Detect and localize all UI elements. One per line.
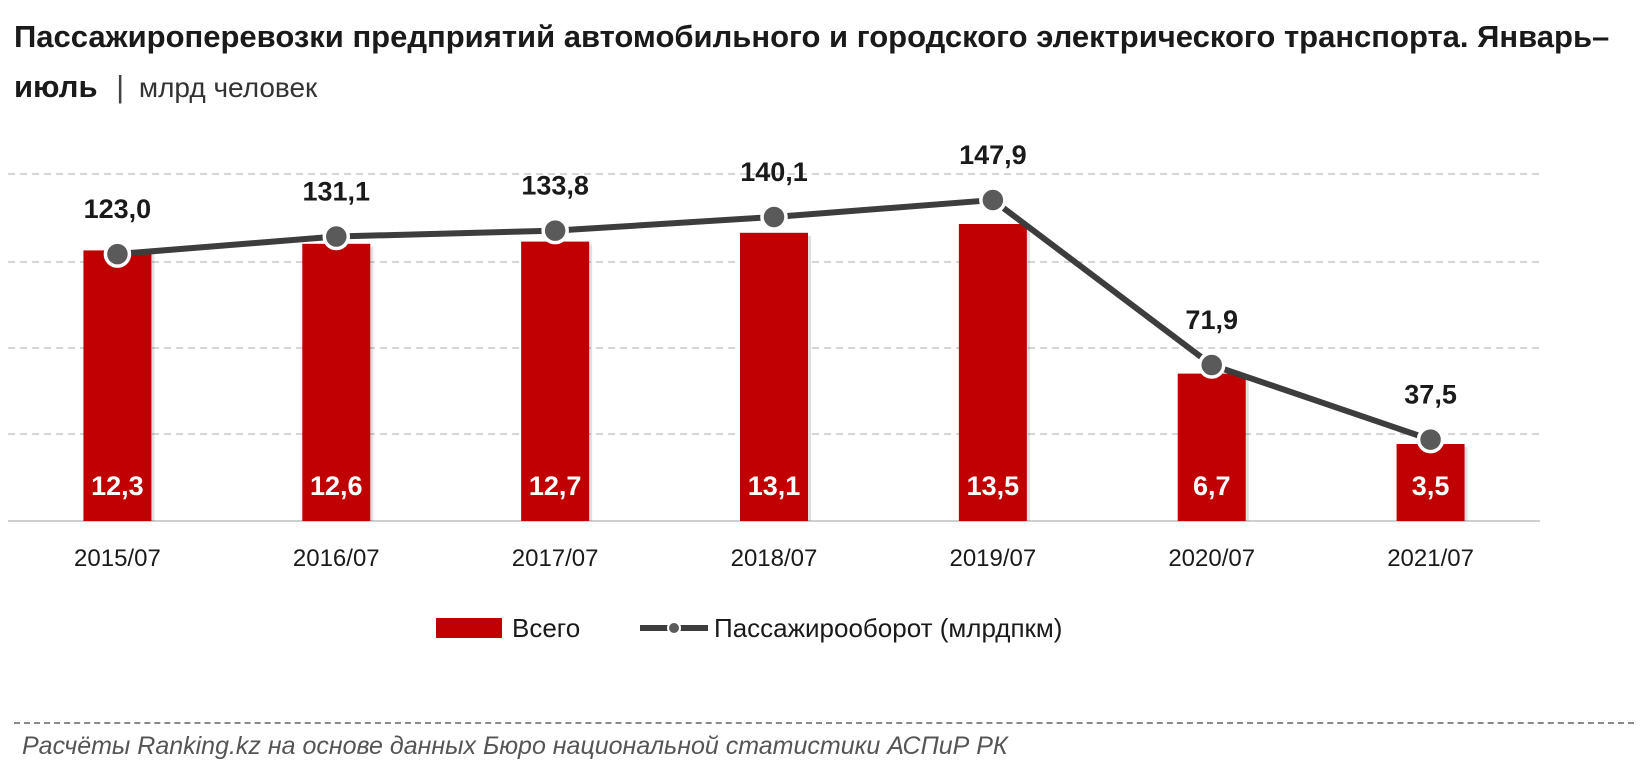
bar: [958, 224, 1027, 521]
bar: [302, 243, 371, 522]
combo-chart: 12,3 12,6 12,7 13,1 13,5 6,7 3,5 123,0 131,1 133…: [8, 140, 1540, 643]
x-tick-label: 2017/07: [512, 545, 599, 572]
line-data-label: 71,9: [1185, 305, 1238, 335]
bar-data-label: 12,7: [529, 471, 582, 501]
line-point: [1416, 425, 1445, 454]
title-separator: |: [116, 69, 125, 104]
x-tick-label: 2020/07: [1168, 545, 1255, 572]
line-point: [760, 203, 788, 231]
x-axis-ticks: 2015/07 2016/07 2017/07 2018/07 2019/07 2020/…: [74, 545, 1474, 572]
legend-bar-swatch: [436, 618, 502, 638]
bar-data-label: 12,3: [91, 471, 144, 501]
line-point: [1197, 351, 1226, 379]
bar-data-label: 3,5: [1412, 471, 1450, 501]
x-tick-label: 2019/07: [949, 545, 1036, 572]
legend-line-marker: [667, 621, 681, 635]
x-tick-label: 2021/07: [1387, 545, 1474, 572]
bar: [521, 241, 590, 521]
line-point: [103, 240, 132, 268]
line-data-label: 133,8: [521, 171, 589, 201]
bar: [1396, 444, 1465, 521]
source-note: Расчёты Ranking.kz на основе данных Бюро…: [22, 732, 1008, 760]
chart-title-main: Пассажироперевозки предприятий автомобил…: [14, 19, 1610, 104]
line-series: 123,0 131,1 133,8 140,1 147,9 71,9 37,5: [84, 140, 1457, 454]
chart-title: Пассажироперевозки предприятий автомобил…: [14, 12, 1614, 113]
x-tick-label: 2018/07: [731, 545, 818, 572]
bar: [1177, 373, 1246, 521]
legend-bar-label: Всего: [512, 613, 580, 643]
chart-unit: млрд человек: [138, 72, 318, 103]
x-tick-label: 2016/07: [293, 545, 380, 572]
line-point: [979, 186, 1007, 214]
legend: Всего Пассажирооборот (млрдпкм): [436, 613, 1062, 643]
line-point: [541, 216, 569, 245]
legend-line-label: Пассажирооборот (млрдпкм): [714, 613, 1062, 643]
bar: [83, 250, 152, 521]
x-tick-label: 2015/07: [74, 545, 161, 572]
bar-data-label: 13,1: [748, 471, 801, 501]
bar-data-label: 13,5: [967, 471, 1020, 501]
bar-data-label: 6,7: [1193, 471, 1231, 501]
line-data-label: 140,1: [740, 157, 808, 187]
line-data-label: 123,0: [84, 194, 152, 224]
line-point: [322, 222, 351, 251]
line-data-label: 131,1: [302, 177, 370, 207]
line-data-label: 37,5: [1404, 380, 1457, 410]
footer-divider: [14, 722, 1634, 724]
bar-data-label: 12,6: [310, 471, 363, 501]
bar: [740, 232, 808, 522]
bar-series: 12,3 12,6 12,7 13,1 13,5 6,7 3,5: [83, 224, 1468, 522]
line-data-label: 147,9: [959, 140, 1027, 170]
